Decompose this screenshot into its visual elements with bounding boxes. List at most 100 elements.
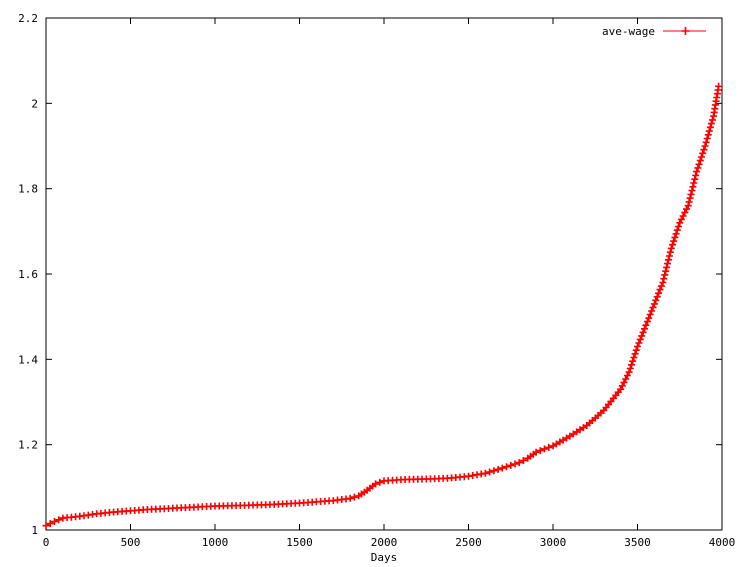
data-point-marker xyxy=(643,318,651,326)
series-line xyxy=(45,86,720,527)
data-point-marker xyxy=(702,138,710,146)
x-tick-label: 3500 xyxy=(624,536,651,549)
data-point-marker xyxy=(665,252,673,260)
series-layer xyxy=(42,82,723,530)
data-point-marker xyxy=(661,271,669,279)
legend-label: ave-wage xyxy=(602,25,655,38)
data-point-marker xyxy=(665,256,672,264)
data-point-marker xyxy=(649,303,657,311)
data-point-marker xyxy=(486,468,494,476)
x-axis-title: Days xyxy=(371,551,398,564)
data-point-marker xyxy=(690,179,698,187)
data-point-marker xyxy=(693,168,701,176)
data-point-marker xyxy=(656,286,664,294)
data-point-marker xyxy=(646,311,654,318)
data-point-marker xyxy=(700,146,708,154)
data-point-marker xyxy=(703,135,711,142)
data-point-marker xyxy=(705,127,713,135)
data-point-marker xyxy=(498,464,506,472)
data-point-marker xyxy=(481,469,489,477)
data-point-marker xyxy=(688,187,696,195)
data-point-marker xyxy=(689,183,697,191)
data-point-marker xyxy=(664,260,671,268)
data-point-marker xyxy=(625,368,633,376)
data-point-marker xyxy=(663,263,671,271)
data-point-marker xyxy=(675,223,682,230)
data-point-marker xyxy=(42,522,50,530)
data-point-marker xyxy=(672,230,680,238)
data-point-marker xyxy=(671,233,679,241)
data-point-marker xyxy=(686,194,694,202)
data-point-marker xyxy=(641,325,648,333)
data-point-marker xyxy=(699,149,707,157)
data-point-marker xyxy=(632,346,640,354)
x-tick-label: 1000 xyxy=(202,536,229,549)
legend: ave-wage xyxy=(602,25,706,38)
data-point-marker xyxy=(503,463,510,471)
y-tick-label: 1 xyxy=(31,524,38,537)
y-tick-label: 1.2 xyxy=(18,439,38,452)
data-point-marker xyxy=(511,460,519,468)
data-point-marker xyxy=(694,164,702,172)
legend-marker xyxy=(681,27,690,35)
data-point-marker xyxy=(515,459,523,467)
data-point-marker xyxy=(376,478,384,486)
data-point-marker xyxy=(372,480,380,488)
data-point-marker xyxy=(660,275,668,283)
data-point-marker xyxy=(662,267,670,275)
data-point-marker xyxy=(653,293,661,301)
data-point-marker xyxy=(648,307,656,315)
x-tick-label: 2500 xyxy=(455,536,482,549)
data-point-marker xyxy=(532,448,540,456)
data-point-marker xyxy=(541,445,548,453)
data-point-marker xyxy=(659,279,667,286)
data-point-marker xyxy=(707,120,715,128)
data-point-marker xyxy=(631,350,639,358)
x-tick-label: 2000 xyxy=(371,536,398,549)
data-point-marker xyxy=(630,354,638,361)
data-point-marker xyxy=(715,82,723,90)
data-point-marker xyxy=(519,457,527,464)
x-tick-label: 0 xyxy=(43,536,50,549)
data-point-marker xyxy=(691,175,699,183)
data-point-marker xyxy=(685,198,693,206)
data-point-marker xyxy=(639,328,647,336)
x-tick-label: 4000 xyxy=(709,536,736,549)
data-point-marker xyxy=(642,321,650,329)
data-point-marker xyxy=(709,116,716,124)
data-point-marker xyxy=(695,160,703,168)
x-tick-label: 1500 xyxy=(286,536,313,549)
data-point-marker xyxy=(657,282,665,290)
data-point-marker xyxy=(638,332,646,340)
data-point-marker xyxy=(652,296,660,304)
data-point-marker xyxy=(666,248,674,256)
data-point-marker xyxy=(346,494,354,502)
x-tick-label: 500 xyxy=(121,536,141,549)
data-point-marker xyxy=(494,465,502,473)
y-tick-label: 1.8 xyxy=(18,183,38,196)
data-point-marker xyxy=(676,219,684,227)
data-point-marker xyxy=(51,518,58,525)
data-point-marker xyxy=(687,190,695,198)
y-tick-label: 2.2 xyxy=(18,12,38,25)
data-point-marker xyxy=(706,123,714,131)
y-tick-label: 2 xyxy=(31,97,38,110)
data-point-marker xyxy=(629,357,637,365)
data-point-marker xyxy=(669,241,676,249)
data-point-marker xyxy=(645,314,653,322)
data-point-marker xyxy=(545,443,553,451)
data-point-marker xyxy=(650,300,658,308)
data-point-marker xyxy=(636,335,644,343)
data-point-marker xyxy=(692,171,700,179)
plot-frame xyxy=(45,17,723,531)
data-point-marker xyxy=(46,520,54,528)
data-point-marker xyxy=(673,226,681,234)
y-tick-label: 1.6 xyxy=(18,268,38,281)
data-point-marker xyxy=(628,361,635,369)
data-point-marker xyxy=(536,447,544,455)
data-point-marker xyxy=(696,157,704,165)
data-point-marker xyxy=(626,365,634,372)
data-point-marker xyxy=(670,237,678,245)
data-point-marker xyxy=(667,244,675,252)
data-point-marker xyxy=(634,343,641,350)
